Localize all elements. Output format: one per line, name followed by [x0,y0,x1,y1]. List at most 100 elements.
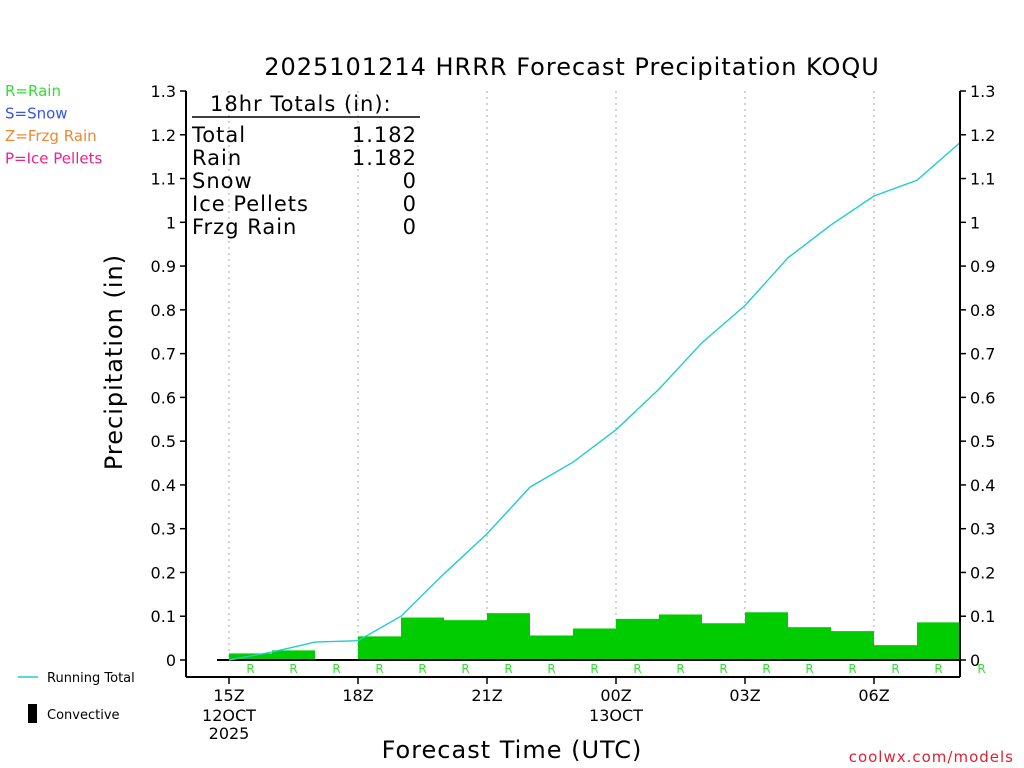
precip-type-letter: R [461,662,469,676]
hourly-bar [917,622,960,660]
y-tick-label-left: 1.3 [151,82,176,101]
precip-type-letter: R [504,662,512,676]
y-tick-label-right: 1.2 [970,126,995,145]
totals-row-label: Snow [192,169,253,193]
type-legend: R=Rain S=Snow Z=Frzg Rain P=Ice Pellets [5,82,102,168]
plot-frame [185,91,961,678]
type-legend-entry: P=Ice Pellets [5,150,102,168]
x-tick-sublabel: 13OCT [589,706,643,725]
hourly-bar [272,650,315,660]
running-total-series [228,142,961,661]
hourly-bar [788,627,831,660]
precip-type-letter: R [590,662,598,676]
y-tick-label-left: 0.2 [151,563,176,582]
y-tick-label-left: 1.1 [151,170,176,189]
precip-type-letter: R [633,662,641,676]
y-axis-ticks: 0 00.1 0.10.2 0.20.3 0.30.4 0.40.5 0.50.6 0.60.… [151,82,996,670]
x-tick-label: 15Z [213,686,244,705]
chart-title: 2025101214 HRRR Forecast Precipitation K… [264,53,880,81]
grid-lines [228,91,875,660]
y-tick-label-left: 0.4 [151,476,176,495]
precip-type-letter: R [246,662,254,676]
y-tick-label-right: 0.6 [970,388,995,407]
type-legend-entry: S=Snow [5,105,68,123]
hourly-bar [831,631,874,660]
y-tick-label-left: 0.7 [151,345,176,364]
y-tick-label-left: 0 [166,651,176,670]
precip-type-letter: R [762,662,770,676]
hourly-bar [745,612,788,660]
y-tick-label-right: 0.5 [970,432,995,451]
y-tick-label-right: 0.4 [970,476,995,495]
hourly-bar [444,620,487,660]
hourly-bar [616,618,659,660]
y-tick-label-left: 0.9 [151,257,176,276]
totals-row-value: 0 [403,215,417,239]
totals-row-label: Rain [192,146,242,170]
precip-type-letter: R [805,662,813,676]
x-tick-label: 03Z [729,686,760,705]
precip-type-letter: R [676,662,684,676]
x-tick-label: 18Z [342,686,373,705]
series-legend: Running Total Convective [18,671,135,723]
totals-box: 18hr Totals (in): Total 1.182 Rain 1.182 Snow… [191,92,420,239]
type-legend-entry: Z=Frzg Rain [5,127,97,145]
totals-row-label: Frzg Rain [192,215,297,239]
y-tick-label-right: 0.9 [970,257,995,276]
x-tick-label: 21Z [471,686,502,705]
precip-type-letter: R [977,662,985,676]
y-tick-label-right: 1 [970,213,980,232]
credit-text: coolwx.com/models [849,748,1014,766]
hourly-bar [702,623,745,660]
y-tick-label-left: 0.5 [151,432,176,451]
y-tick-label-left: 1 [166,213,176,232]
convective-swatch [28,704,37,723]
x-tick-label: 06Z [858,686,889,705]
y-tick-label-left: 0.8 [151,301,176,320]
y-tick-label-right: 0.7 [970,345,995,364]
x-axis-label: Forecast Time (UTC) [382,736,643,764]
y-tick-label-right: 1.1 [970,170,995,189]
y-tick-label-right: 0.8 [970,301,995,320]
y-tick-label-right: 1.3 [970,82,995,101]
hourly-bar [573,628,616,660]
precip-type-letter: R [719,662,727,676]
totals-row-label: Ice Pellets [192,192,309,216]
hourly-bar [358,636,401,660]
x-tick-label: 00Z [600,686,631,705]
running-total-legend-label: Running Total [47,671,135,686]
precip-type-letter: R [547,662,555,676]
totals-row-value: 1.182 [352,123,417,147]
hourly-bar [530,635,573,660]
hourly-bar [487,613,530,660]
precip-type-letter: R [934,662,942,676]
hourly-bar [401,617,444,660]
y-tick-label-left: 0.6 [151,388,176,407]
precip-type-letter: R [289,662,297,676]
hourly-bars [229,612,960,660]
precip-type-letter: R [891,662,899,676]
totals-row-label: Total [191,123,246,147]
totals-header: 18hr Totals (in): [210,92,392,116]
x-tick-sublabel: 2025 [209,724,250,743]
y-tick-label-left: 1.2 [151,126,176,145]
y-axis-label: Precipitation (in) [100,254,128,470]
precip-type-letter: R [375,662,383,676]
precip-type-letter: R [418,662,426,676]
y-tick-label-right: 0.1 [970,607,995,626]
x-tick-sublabel: 12OCT [202,706,256,725]
y-tick-label-right: 0.3 [970,520,995,539]
precip-type-letter: R [848,662,856,676]
running-total-line [228,142,961,661]
y-tick-label-left: 0.3 [151,520,176,539]
convective-legend-label: Convective [47,708,120,723]
totals-row-value: 1.182 [352,146,417,170]
totals-row-value: 0 [403,169,417,193]
precip-type-letter: R [332,662,340,676]
type-legend-entry: R=Rain [5,82,61,100]
y-tick-label-right: 0.2 [970,563,995,582]
hourly-bar [874,645,917,660]
